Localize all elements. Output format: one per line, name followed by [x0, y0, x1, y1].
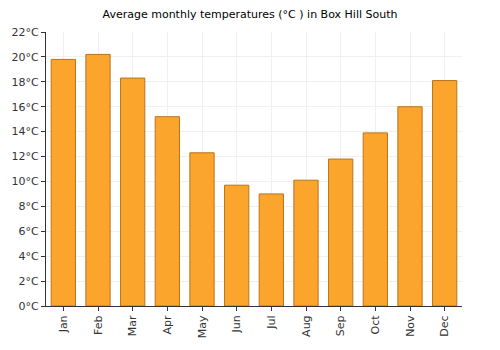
svg-text:10°C: 10°C — [12, 175, 39, 188]
svg-text:22°C: 22°C — [12, 26, 39, 39]
svg-text:16°C: 16°C — [12, 101, 39, 114]
svg-text:May: May — [196, 315, 209, 338]
svg-text:Jan: Jan — [57, 315, 70, 333]
svg-text:14°C: 14°C — [12, 125, 39, 138]
svg-text:Apr: Apr — [161, 315, 174, 335]
svg-text:2°C: 2°C — [19, 275, 39, 288]
svg-text:12°C: 12°C — [12, 150, 39, 163]
svg-text:Jul: Jul — [265, 315, 278, 329]
svg-text:Average monthly temperatures (: Average monthly temperatures (°C ) in Bo… — [103, 8, 398, 21]
svg-text:4°C: 4°C — [19, 250, 39, 263]
svg-text:Feb: Feb — [92, 315, 105, 334]
svg-text:Nov: Nov — [404, 315, 417, 337]
svg-text:20°C: 20°C — [12, 51, 39, 64]
svg-text:6°C: 6°C — [19, 225, 39, 238]
svg-text:Jun: Jun — [230, 315, 243, 333]
svg-text:0°C: 0°C — [19, 300, 39, 313]
svg-text:Dec: Dec — [438, 315, 451, 336]
svg-text:Oct: Oct — [369, 315, 382, 335]
svg-text:18°C: 18°C — [12, 76, 39, 89]
svg-text:8°C: 8°C — [19, 200, 39, 213]
svg-text:Mar: Mar — [126, 315, 139, 336]
svg-text:Aug: Aug — [300, 315, 313, 336]
svg-text:Sep: Sep — [334, 315, 347, 336]
